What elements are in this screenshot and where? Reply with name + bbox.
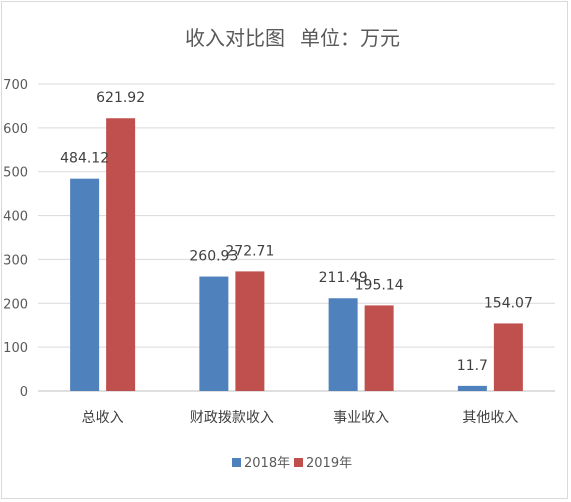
legend-label: 2019年 [306,456,352,471]
y-tick-label: 100 [3,341,28,356]
data-label: 260.93 [189,249,238,265]
y-tick-label: 400 [3,210,28,225]
y-tick-label: 300 [3,253,28,268]
bar-2019年-总收入 [106,118,136,392]
chart-title: 收入对比图 [185,26,285,50]
y-tick-label: 500 [3,166,28,181]
legend-swatch-2018年 [232,458,241,467]
legend-label: 2018年 [244,456,290,471]
bar-2019年-其他收入 [493,323,523,391]
category-label: 事业收入 [333,410,389,426]
bar-2019年-事业收入 [364,305,394,391]
y-tick-label: 0 [20,385,28,400]
data-label: 154.07 [484,295,533,311]
y-tick-label: 700 [3,78,28,93]
data-label: 484.12 [60,151,109,167]
bar-2018年-其他收入 [457,385,487,391]
bars [70,118,523,392]
bar-2018年-总收入 [70,178,100,391]
bar-2018年-财政拨款收入 [199,276,229,391]
y-tick-label: 200 [3,297,28,312]
chart-subtitle: 单位：万元 [300,26,400,50]
y-tick-label: 600 [3,122,28,137]
legend-swatch-2019年 [294,458,303,467]
y-axis-tick-labels: 0 100 200 300 400 500 600 700 [3,78,28,400]
bar-2018年-事业收入 [328,298,358,391]
data-label: 621.92 [96,90,145,106]
legend: 2018年 2019年 [232,456,352,471]
bar-2019年-财政拨款收入 [235,271,265,391]
x-axis-category-labels: 总收入 财政拨款收入 事业收入 其他收入 [82,410,519,426]
data-label: 211.49 [319,270,368,286]
category-label: 财政拨款收入 [190,410,274,426]
category-label: 其他收入 [462,410,518,426]
data-label: 195.14 [355,277,404,293]
data-label: 11.7 [457,358,488,374]
category-label: 总收入 [82,410,124,426]
data-label: 272.71 [225,243,274,259]
